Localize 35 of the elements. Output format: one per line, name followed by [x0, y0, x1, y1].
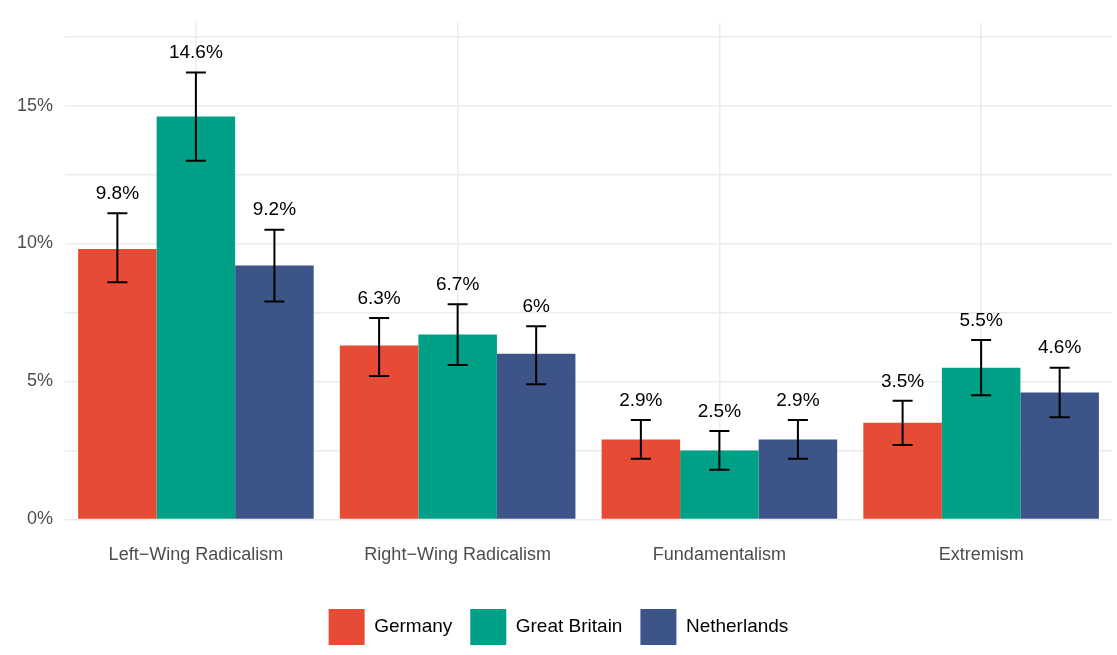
bar: [680, 450, 759, 519]
y-tick-label: 0%: [27, 508, 54, 529]
data-label: 2.9%: [619, 388, 663, 410]
legend-label: Germany: [374, 615, 453, 637]
bar: [863, 422, 942, 519]
data-label: 2.5%: [697, 399, 742, 421]
y-tick-label: 5%: [27, 370, 54, 391]
bar: [235, 265, 314, 519]
data-label: 6.7%: [435, 272, 480, 294]
bar: [941, 367, 1021, 519]
bar: [496, 353, 576, 519]
data-label: 3.5%: [880, 369, 925, 391]
data-label: 6%: [522, 295, 550, 317]
data-label: 6.3%: [357, 286, 401, 308]
bar: [418, 334, 497, 519]
data-label: 9.8%: [95, 181, 140, 203]
x-tick-label: Fundamentalism: [652, 544, 786, 565]
x-tick-label: Left−Wing Radicalism: [108, 544, 284, 565]
x-tick-label: Extremism: [938, 544, 1024, 565]
legend-label: Netherlands: [685, 615, 789, 637]
data-label: 5.5%: [959, 308, 1003, 330]
data-label: 4.6%: [1038, 336, 1082, 358]
legend-label: Great Britain: [515, 615, 623, 637]
bar: [601, 439, 681, 519]
data-label: 14.6%: [168, 41, 223, 63]
bar: [1020, 392, 1099, 519]
data-label: 9.2%: [252, 198, 297, 220]
bar: [758, 439, 838, 519]
bar: [339, 345, 419, 519]
y-tick-label: 10%: [17, 232, 54, 253]
y-tick-label: 15%: [17, 94, 54, 115]
x-tick-label: Right−Wing Radicalism: [364, 544, 551, 565]
bar: [156, 116, 236, 519]
data-label: 2.9%: [776, 388, 820, 410]
bar: [78, 249, 157, 519]
